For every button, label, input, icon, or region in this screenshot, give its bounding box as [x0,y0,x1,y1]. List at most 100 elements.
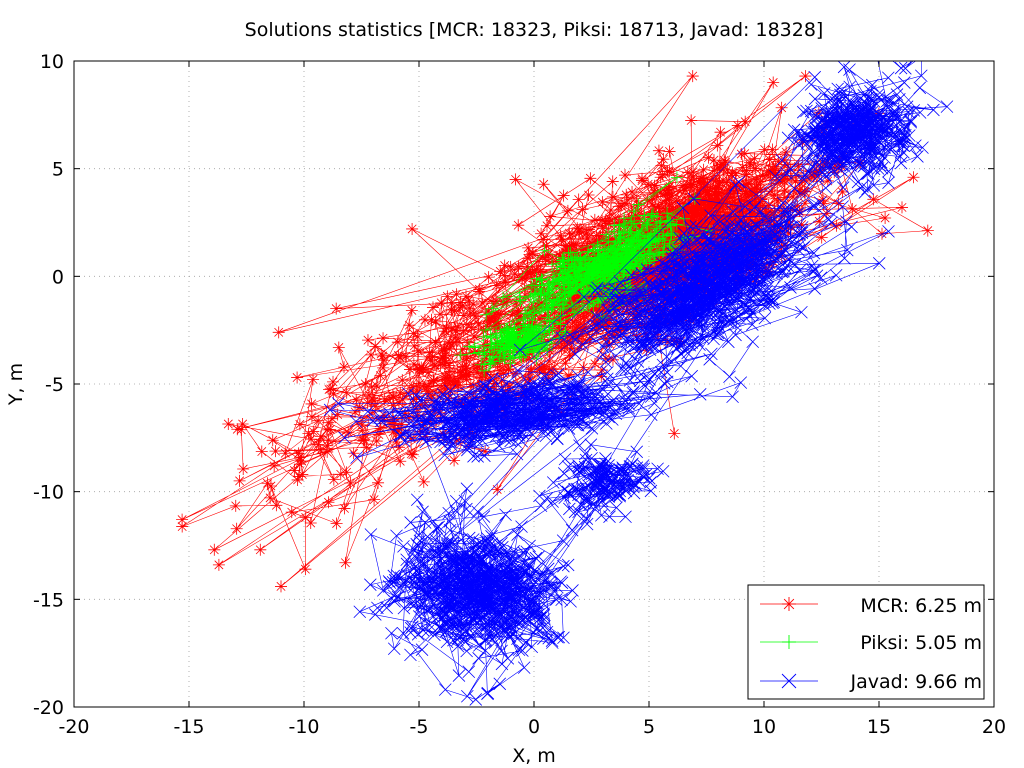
data-point-javad [724,280,738,294]
data-point-javad [440,392,454,406]
data-point-mcr [687,170,700,183]
data-point-javad [743,227,757,240]
data-point-mcr [535,362,548,375]
data-point-javad [481,618,494,631]
data-point-piksi [522,322,535,335]
data-point-mcr [763,153,776,166]
data-point-mcr [793,205,806,218]
data-point-javad [748,201,761,214]
data-point-javad [557,385,570,398]
data-point-javad [513,397,527,410]
data-point-javad [409,389,422,402]
data-point-mcr [449,330,462,343]
data-point-mcr [590,229,603,242]
data-point-javad [456,602,469,616]
data-point-piksi [495,330,508,343]
data-point-mcr [254,543,267,556]
data-point-mcr [577,311,590,324]
data-point-mcr [667,234,680,247]
data-point-javad [780,167,793,180]
data-point-mcr [457,309,470,322]
data-point-javad [793,228,806,241]
data-point-javad [499,508,512,522]
data-point-javad [489,625,503,638]
data-point-javad [840,107,853,121]
data-point-mcr [588,213,601,226]
data-point-javad [405,406,418,419]
data-point-javad [736,276,750,289]
data-point-javad [455,414,469,427]
data-point-mcr [580,227,593,240]
data-point-javad [900,100,914,113]
data-point-javad [913,81,927,95]
data-point-mcr [766,143,779,156]
data-point-piksi [472,346,485,359]
data-point-javad [546,495,559,508]
data-point-javad [644,408,658,421]
data-point-mcr [425,313,438,326]
data-point-javad [404,516,417,529]
data-point-mcr [327,387,340,400]
data-point-javad [777,204,790,218]
data-point-mcr [324,423,337,436]
data-point-javad [455,425,469,438]
data-point-javad [705,347,718,361]
legend-label-piksi: Piksi: 5.05 m [860,632,982,654]
data-point-javad [593,476,607,489]
data-point-mcr [372,476,385,489]
data-point-piksi [484,329,497,342]
data-point-javad [776,265,790,278]
data-point-mcr [729,167,742,180]
data-point-javad [401,387,415,400]
data-point-mcr [566,291,579,304]
data-point-mcr [359,429,372,442]
data-point-javad [729,178,742,192]
data-point-mcr [691,191,704,204]
data-point-mcr [293,470,306,483]
data-point-javad [635,339,649,352]
data-point-javad [857,160,870,173]
data-point-javad [909,139,922,152]
data-point-mcr [684,216,697,229]
data-point-javad [546,476,560,489]
data-point-mcr [817,197,830,210]
data-point-piksi [608,243,621,256]
data-point-mcr [748,152,761,165]
data-point-javad [557,631,570,645]
data-point-javad [494,548,507,561]
data-point-mcr [559,255,572,268]
data-point-piksi [613,240,626,253]
data-point-javad [656,289,670,302]
data-point-javad [476,434,489,447]
data-point-mcr [322,433,335,446]
x-axis-label: X, m [512,745,556,767]
data-point-mcr [338,361,351,374]
data-point-javad [593,459,607,473]
data-point-javad [460,482,474,495]
data-point-javad [541,377,554,390]
data-point-javad [485,582,499,595]
data-point-javad [632,299,646,312]
data-point-mcr [744,202,757,215]
data-point-javad [726,205,740,218]
data-point-javad [687,231,701,245]
data-point-javad [466,533,480,546]
data-point-javad [554,575,567,588]
data-point-javad [829,155,842,168]
data-point-javad [678,334,691,348]
data-point-javad [444,438,458,452]
data-point-javad [538,370,552,383]
data-point-javad [724,248,737,261]
data-point-mcr [312,414,325,427]
data-point-mcr [411,330,424,343]
data-point-mcr [626,279,639,292]
data-point-mcr [368,394,381,407]
data-point-javad [816,162,830,175]
data-point-javad [747,238,761,252]
data-point-mcr [523,321,536,334]
data-point-javad [898,123,912,136]
data-point-javad [530,412,544,425]
data-point-javad [536,397,550,411]
data-point-javad [471,450,484,463]
data-point-javad [653,313,667,327]
